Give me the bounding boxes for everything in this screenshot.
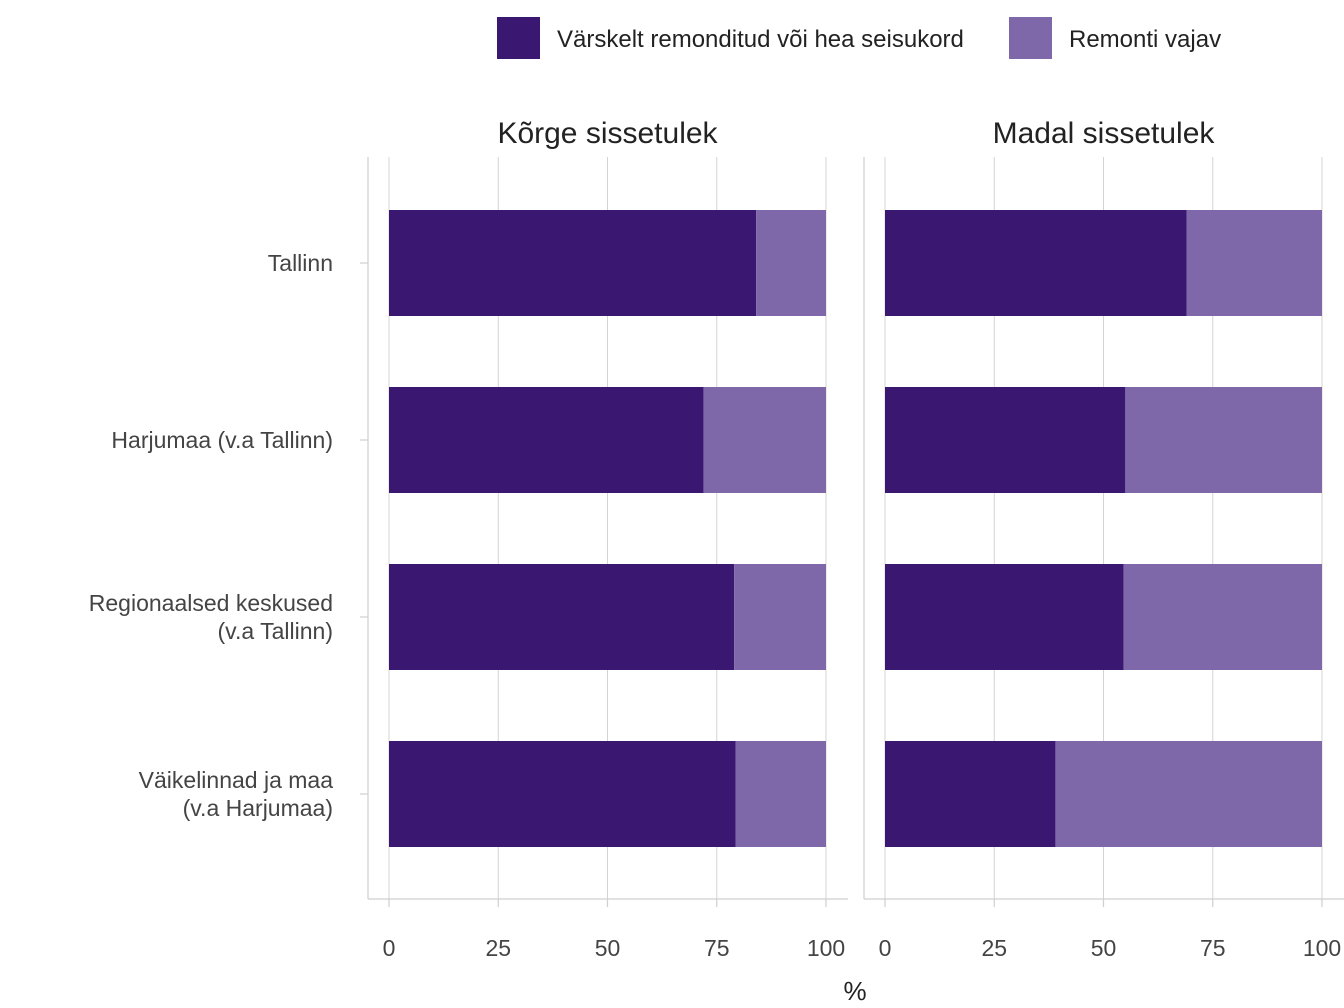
y-tick-label: Regionaalsed keskused bbox=[89, 590, 333, 616]
panel-2: 0 25 50 75 100 Madal sissetulek bbox=[863, 117, 1344, 961]
x-tick-label: 0 bbox=[383, 935, 396, 961]
bar-segment bbox=[389, 210, 757, 316]
bar-segment bbox=[885, 387, 1126, 493]
x-tick-label: 25 bbox=[485, 935, 511, 961]
y-tick-label: (v.a Harjumaa) bbox=[183, 795, 333, 821]
bar-segment bbox=[1125, 387, 1322, 493]
x-tick-label: 75 bbox=[1200, 935, 1226, 961]
bar-segment bbox=[389, 741, 736, 847]
panel-title: Kõrge sissetulek bbox=[497, 117, 718, 150]
legend-label: Remonti vajav bbox=[1069, 26, 1221, 53]
x-tick-label: 100 bbox=[1303, 935, 1341, 961]
legend-swatch bbox=[497, 17, 540, 59]
x-axis-title: % bbox=[843, 976, 866, 1006]
y-tick-label: (v.a Tallinn) bbox=[218, 618, 333, 644]
bar-segment bbox=[1055, 741, 1322, 847]
y-tick-label: Tallinn bbox=[268, 250, 333, 276]
bar-segment bbox=[389, 387, 704, 493]
x-tick-label: 100 bbox=[807, 935, 845, 961]
legend-swatch bbox=[1009, 17, 1052, 59]
bar-segment bbox=[734, 564, 826, 670]
bar-segment bbox=[1186, 210, 1322, 316]
bar-segment bbox=[885, 210, 1187, 316]
bar-segment bbox=[885, 564, 1124, 670]
panel-title: Madal sissetulek bbox=[993, 117, 1216, 150]
x-tick-label: 0 bbox=[879, 935, 892, 961]
x-tick-label: 75 bbox=[704, 935, 730, 961]
x-tick-label: 50 bbox=[595, 935, 621, 961]
bar-segment bbox=[756, 210, 826, 316]
bar-segment bbox=[735, 741, 826, 847]
legend: Värskelt remonditud või hea seisukord Rem… bbox=[497, 17, 1221, 59]
y-axis-labels: Tallinn Harjumaa (v.a Tallinn) Regionaalse… bbox=[89, 250, 368, 821]
y-tick-label: Harjumaa (v.a Tallinn) bbox=[111, 427, 333, 453]
bar-segment bbox=[389, 564, 735, 670]
bar-segment bbox=[703, 387, 826, 493]
panel-1: 0 25 50 75 100 Kõrge sissetulek bbox=[367, 117, 848, 961]
legend-label: Värskelt remonditud või hea seisukord bbox=[557, 26, 964, 53]
bar-segment bbox=[1123, 564, 1322, 670]
y-tick-label: Väikelinnad ja maa bbox=[139, 767, 334, 793]
x-tick-label: 25 bbox=[981, 935, 1007, 961]
bar-segment bbox=[885, 741, 1056, 847]
x-tick-label: 50 bbox=[1091, 935, 1117, 961]
chart-panels: 0 25 50 75 100 Kõrge sissetulek 0 25 50 75 100 Mada… bbox=[367, 117, 1344, 961]
